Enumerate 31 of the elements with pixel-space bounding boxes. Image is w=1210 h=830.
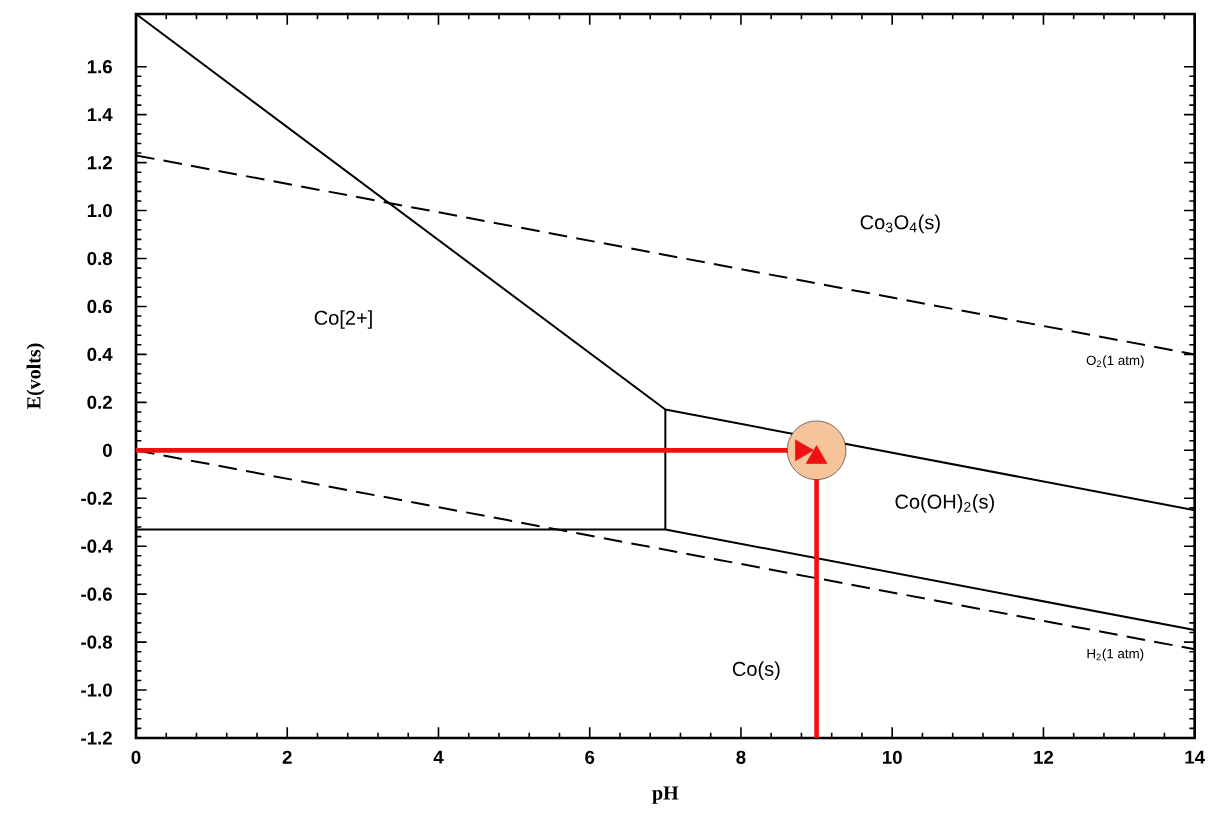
annotation: Co$_{3}$O$_{4}$(s) bbox=[860, 214, 940, 234]
x-tick-label: 6 bbox=[585, 750, 595, 764]
x-tick-label: 2 bbox=[282, 750, 292, 764]
x-tick-label: 0 bbox=[131, 750, 141, 764]
x-axis-title: pH bbox=[652, 786, 679, 804]
annotation: H$_{2}$(1 atm) bbox=[1087, 648, 1144, 661]
y-tick-label: 1.0 bbox=[87, 203, 112, 218]
y-tick-label: -1.0 bbox=[81, 683, 112, 697]
x-tick-label: 14 bbox=[1185, 750, 1205, 764]
x-tick-label: 4 bbox=[433, 750, 444, 764]
y-tick-label: 0.6 bbox=[87, 299, 112, 314]
x-tick-label: 10 bbox=[882, 750, 902, 764]
y-tick-label: 1.4 bbox=[87, 108, 113, 122]
y-tick-label: 0.8 bbox=[87, 251, 113, 266]
x-tick-label: 12 bbox=[1034, 750, 1054, 764]
y-tick-label: 0.4 bbox=[87, 347, 113, 362]
y-tick-label: -0.2 bbox=[81, 491, 112, 505]
y-tick-label: 0.2 bbox=[87, 395, 112, 409]
y-tick-label: -0.4 bbox=[81, 539, 113, 553]
y-tick-label: -0.6 bbox=[81, 587, 112, 601]
annotation: O$_{2}$(1 atm) bbox=[1086, 355, 1144, 368]
y-tick-label: 0 bbox=[102, 443, 112, 457]
y-tick-label: 1.6 bbox=[87, 60, 112, 74]
annotation: Co(OH)$_{2}$(s) bbox=[895, 494, 994, 513]
y-axis-title: E(volts) bbox=[26, 343, 45, 409]
x-tick-label: 8 bbox=[736, 750, 746, 764]
annotation: Co[2+] bbox=[314, 310, 372, 329]
y-tick-label: 1.2 bbox=[87, 156, 112, 170]
annotation: Co(s) bbox=[732, 661, 780, 680]
y-tick-label: -1.2 bbox=[81, 731, 112, 745]
y-tick-label: -0.8 bbox=[81, 635, 113, 649]
